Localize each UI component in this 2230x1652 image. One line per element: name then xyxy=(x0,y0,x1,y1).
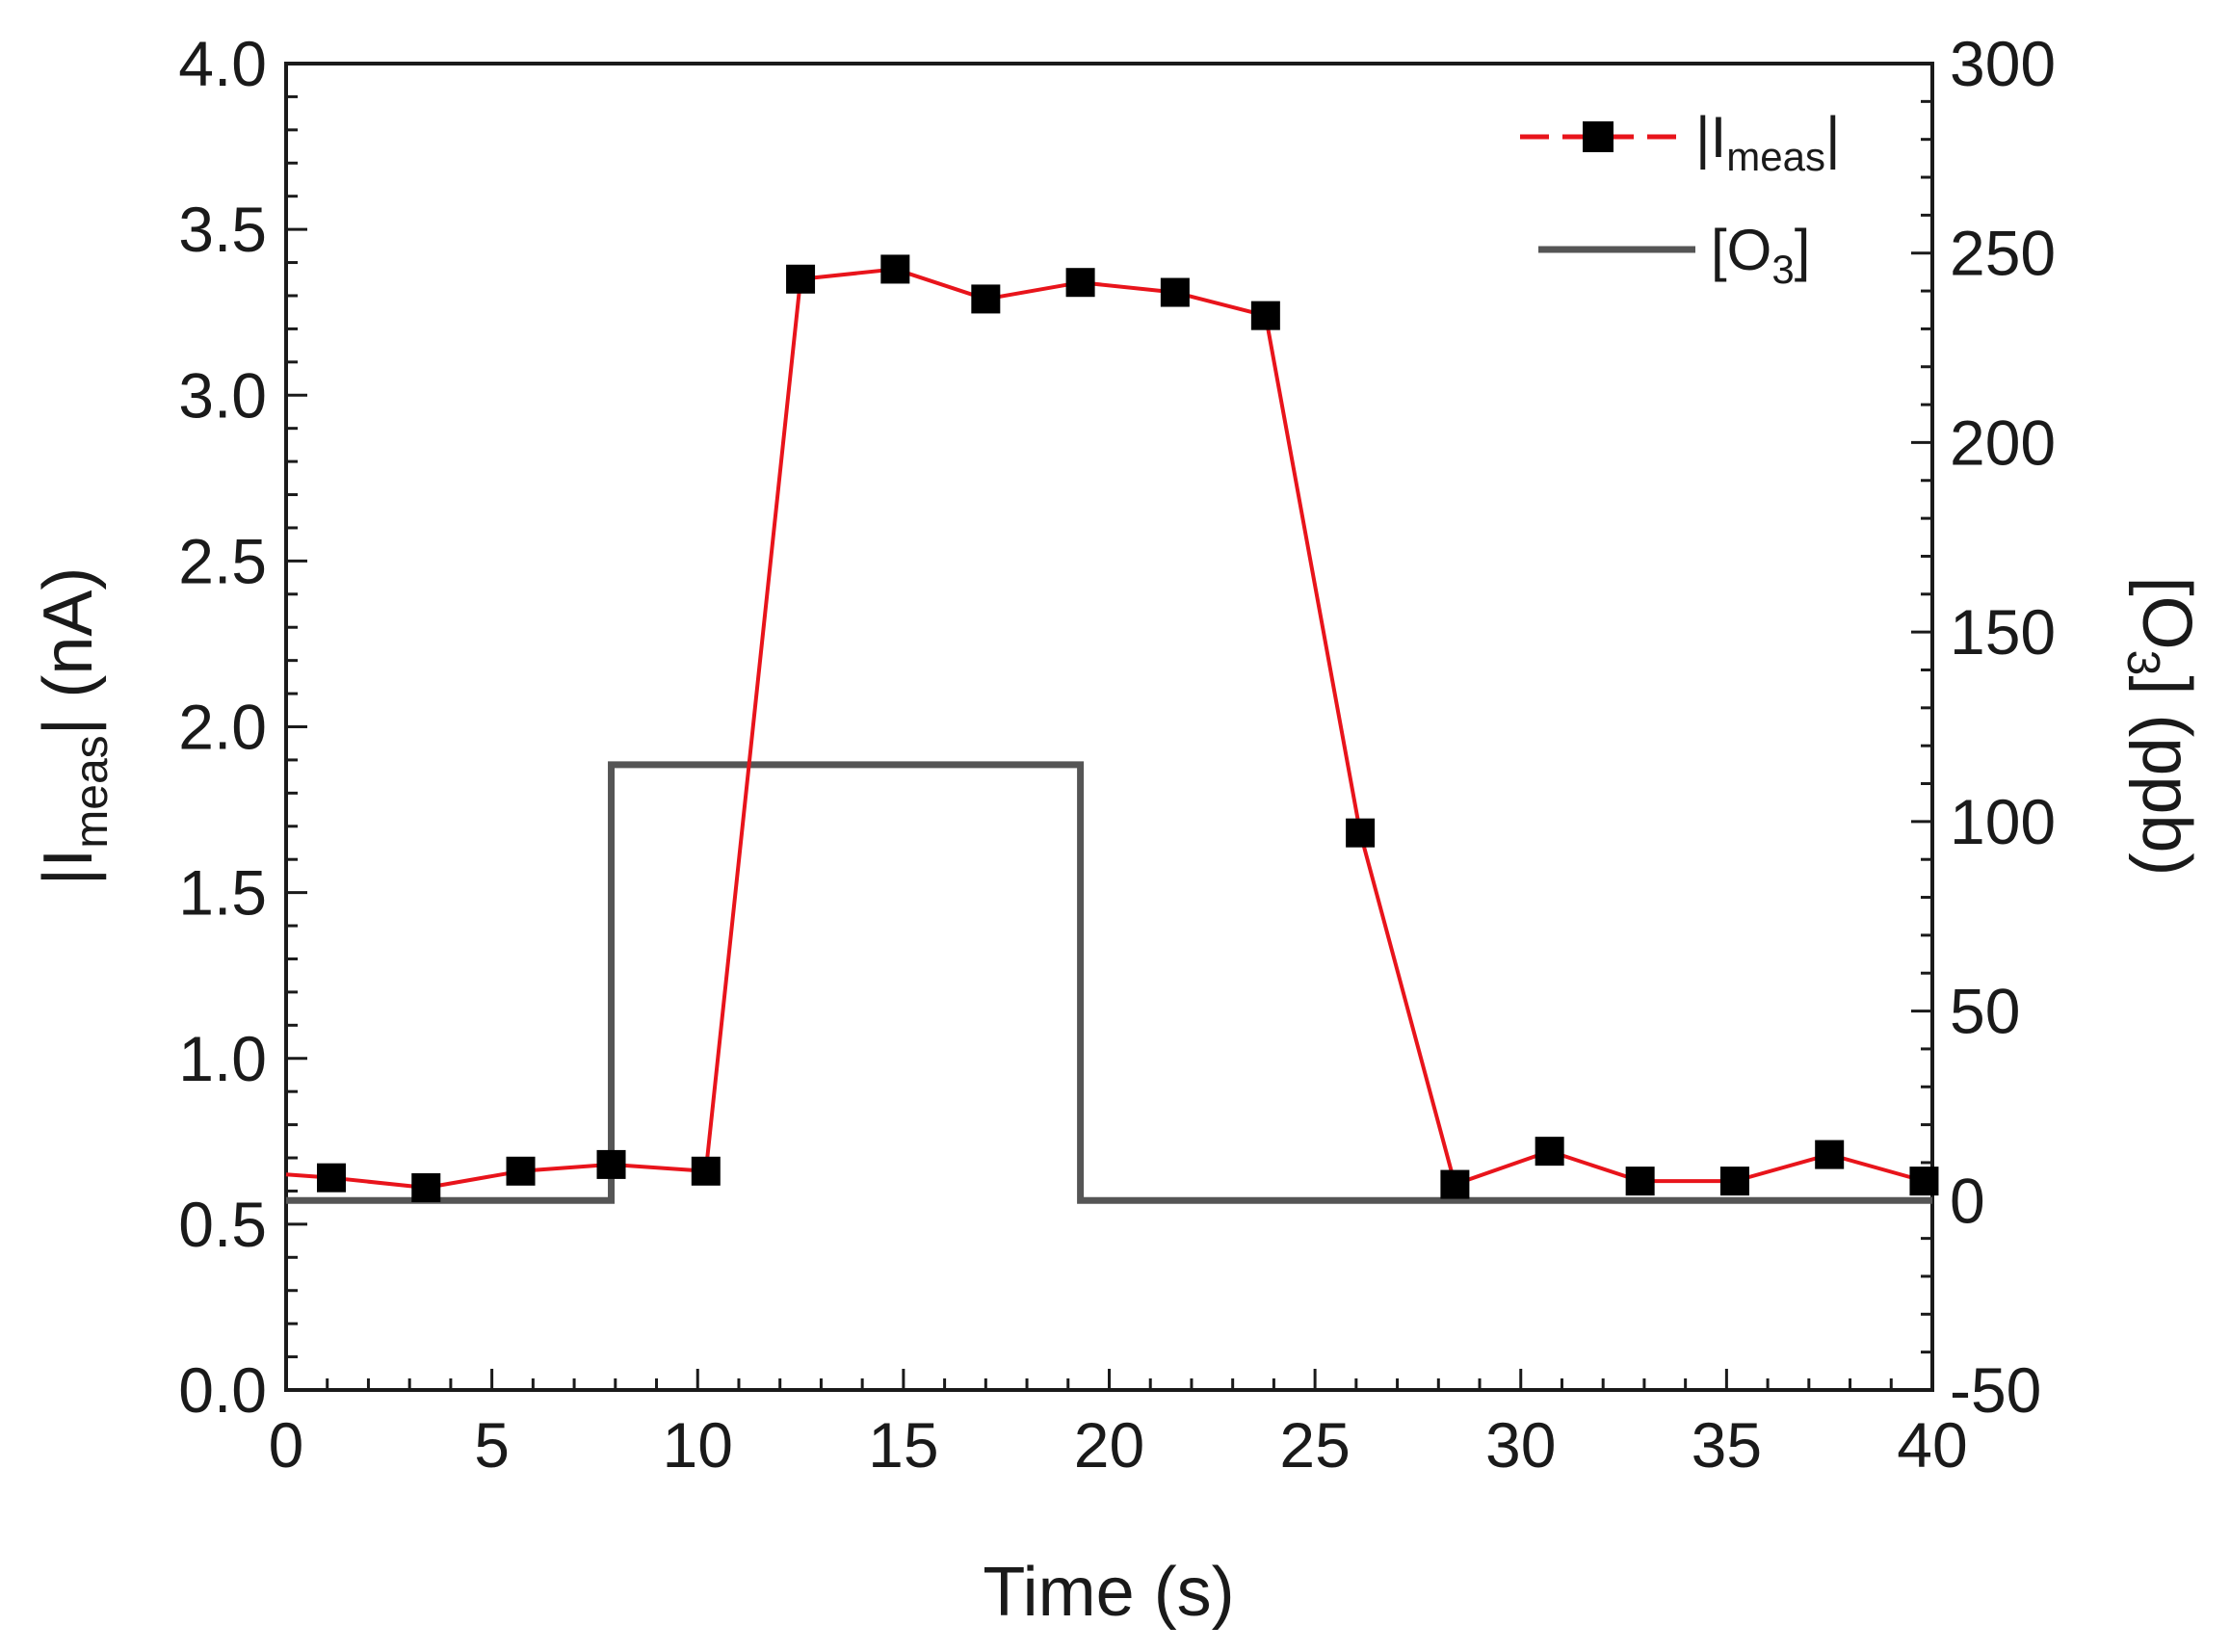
y-right-title-end: ] (ppb) xyxy=(2128,675,2205,876)
imeas-point xyxy=(1160,277,1190,307)
y-left-tick-label: 2.0 xyxy=(178,692,267,763)
imeas-line xyxy=(285,267,1925,1191)
y-left-tick-label: 1.0 xyxy=(178,1023,267,1094)
imeas-point xyxy=(1719,1167,1749,1196)
y-left-title-sub: meas xyxy=(66,735,118,848)
y-right-title-sub: 3 xyxy=(2117,650,2168,676)
imeas-point xyxy=(1909,1167,1939,1196)
axis-ticks xyxy=(284,62,1934,1392)
x-tick-label: 15 xyxy=(868,1409,938,1481)
plot-frame xyxy=(284,62,1934,1392)
y-right-tick-label: 100 xyxy=(1950,786,2056,857)
plot-area xyxy=(284,62,1934,1392)
x-tick-label: 30 xyxy=(1485,1409,1556,1481)
y-left-tick-label: 0.5 xyxy=(178,1189,267,1260)
y-left-tick-label: 0.0 xyxy=(178,1354,267,1426)
x-tick-label: 35 xyxy=(1692,1409,1762,1481)
imeas-point xyxy=(880,254,910,284)
y-right-tick-label: -50 xyxy=(1950,1354,2041,1426)
legend-imeas-marker xyxy=(1583,121,1613,152)
y-left-axis-title: |Imeas| (nA) xyxy=(30,567,118,886)
imeas-point xyxy=(786,264,816,294)
imeas-point xyxy=(691,1156,721,1186)
y-right-title-main: [O xyxy=(2128,577,2205,650)
x-tick-label: 25 xyxy=(1279,1409,1350,1481)
y-right-tick-label: 50 xyxy=(1950,976,2020,1047)
imeas-point xyxy=(1535,1137,1564,1167)
y-left-tick-label: 2.5 xyxy=(178,525,267,596)
legend: |Imeas| [O3] xyxy=(1520,105,1841,292)
series-o3 xyxy=(286,761,1932,1204)
imeas-point xyxy=(1815,1140,1845,1169)
imeas-point xyxy=(596,1149,626,1179)
imeas-point xyxy=(1065,268,1095,298)
y-right-tick-label: 250 xyxy=(1950,218,2056,289)
imeas-point xyxy=(1250,301,1280,330)
y-left-title-main: |I xyxy=(30,849,107,886)
y-left-tick-label: 1.5 xyxy=(178,857,267,929)
y-left-title-end: | (nA) xyxy=(30,567,107,736)
imeas-point xyxy=(316,1163,346,1193)
o3-step-line xyxy=(286,761,1932,1204)
y-right-tick-label: 300 xyxy=(1950,28,2056,99)
imeas-point xyxy=(411,1173,441,1203)
series-imeas xyxy=(285,254,1939,1203)
y-left-tick-label: 4.0 xyxy=(178,28,267,99)
imeas-point xyxy=(971,284,1001,314)
x-tick-label: 5 xyxy=(474,1409,510,1481)
x-tick-label: 40 xyxy=(1897,1409,1967,1481)
imeas-point xyxy=(1625,1167,1655,1196)
y-right-tick-label: 150 xyxy=(1950,596,2056,668)
y-right-tick-label: 0 xyxy=(1950,1165,1985,1236)
y-right-axis-title: [O3] (ppb) xyxy=(2117,577,2205,877)
y-left-tick-label: 3.5 xyxy=(178,194,267,265)
imeas-point xyxy=(1440,1169,1470,1199)
x-tick-label: 20 xyxy=(1074,1409,1144,1481)
imeas-point xyxy=(1346,818,1376,848)
x-axis-title: Time (s) xyxy=(983,1554,1234,1631)
legend-o3-label: [O3] xyxy=(1711,218,1810,292)
imeas-point xyxy=(506,1156,536,1186)
legend-imeas-label: |Imeas| xyxy=(1695,105,1841,179)
tick-labels: 0 5 10 15 20 25 30 35 40 0.0 0.5 1.0 1.5 2.0 2.5 3.0 3.5… xyxy=(178,28,2056,1481)
x-tick-label: 10 xyxy=(663,1409,733,1481)
y-left-tick-label: 3.0 xyxy=(178,359,267,431)
y-right-tick-label: 200 xyxy=(1950,406,2056,478)
x-tick-label: 0 xyxy=(269,1409,304,1481)
